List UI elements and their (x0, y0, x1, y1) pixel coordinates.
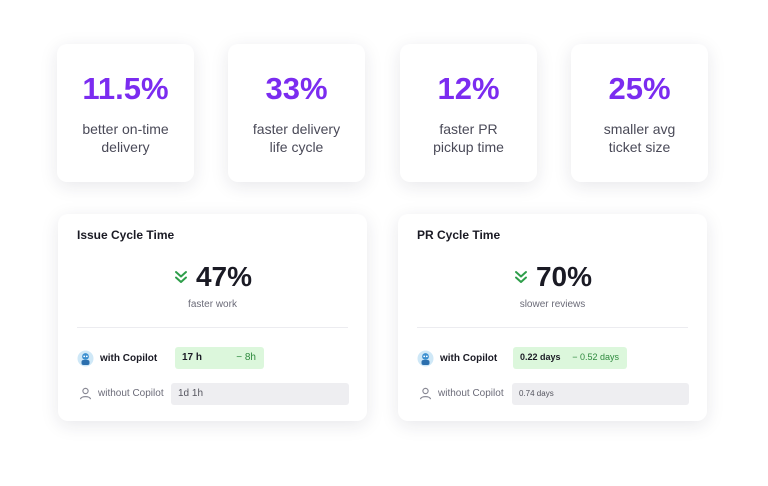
bar-delta: − 0.52 days (572, 352, 619, 362)
stat-description-line: ticket size (608, 139, 671, 155)
stat-value: 33% (265, 71, 328, 106)
person-icon (79, 387, 92, 400)
stat-card-on-time-delivery: 11.5% better on-time delivery (57, 44, 194, 182)
double-chevron-down-icon (514, 271, 527, 283)
with-copilot-bar: 0.22 days − 0.52 days (513, 347, 627, 369)
stat-card-delivery-life-cycle: 33% faster delivery life cycle (228, 44, 365, 182)
stat-description-line: faster PR (439, 121, 498, 137)
stat-description-line: faster delivery (252, 121, 341, 137)
with-copilot-label: with Copilot (77, 350, 157, 367)
person-icon (419, 387, 432, 400)
stat-description-line: delivery (101, 139, 150, 155)
stat-description: smaller avg ticket size (579, 120, 700, 156)
row-label-text: without Copilot (438, 388, 504, 399)
bar-value: 17 h (182, 352, 203, 363)
without-copilot-bar: 0.74 days (512, 383, 689, 405)
without-copilot-bar: 1d 1h (171, 383, 349, 405)
issue-cycle-time-card: Issue Cycle Time 47% faster work with Co… (58, 214, 367, 421)
stat-description-line: better on-time (82, 121, 169, 137)
metric-value: 70% (535, 261, 593, 292)
row-label-text: with Copilot (100, 353, 158, 364)
metric-subtitle: slower reviews (519, 299, 586, 310)
metric-value: 47% (195, 261, 253, 292)
row-label-text: without Copilot (98, 388, 164, 399)
divider (77, 327, 348, 328)
card-title: Issue Cycle Time (77, 228, 175, 242)
metric-headline: 47% (58, 261, 367, 293)
stat-value: 12% (437, 71, 500, 106)
bar-value: 0.22 days (520, 352, 561, 362)
with-copilot-bar: 17 h − 8h (175, 347, 264, 369)
stat-description-line: pickup time (433, 139, 504, 155)
with-copilot-label: with Copilot (417, 350, 497, 367)
card-title: PR Cycle Time (417, 228, 501, 242)
double-chevron-down-icon (174, 271, 187, 283)
metric-headline: 70% (398, 261, 707, 293)
copilot-avatar-icon (417, 350, 434, 367)
stat-card-pr-pickup-time: 12% faster PR pickup time (400, 44, 537, 182)
without-copilot-label: without Copilot (77, 387, 164, 400)
pr-cycle-time-card: PR Cycle Time 70% slower reviews with Co… (398, 214, 707, 421)
copilot-avatar-icon (77, 350, 94, 367)
bar-value: 1d 1h (178, 388, 204, 399)
stat-card-ticket-size: 25% smaller avg ticket size (571, 44, 708, 182)
stat-description-line: smaller avg (603, 121, 676, 137)
without-copilot-label: without Copilot (417, 387, 504, 400)
row-label-text: with Copilot (440, 353, 498, 364)
stat-value: 25% (608, 71, 671, 106)
metric-subtitle: faster work (188, 299, 237, 310)
bar-value: 0.74 days (519, 389, 554, 398)
stat-value: 11.5% (82, 71, 169, 106)
stat-description-line: life cycle (269, 139, 324, 155)
divider (417, 327, 688, 328)
stat-description: faster delivery life cycle (236, 120, 357, 156)
stat-description: faster PR pickup time (408, 120, 529, 156)
bar-delta: − 8h (236, 352, 256, 363)
stat-description: better on-time delivery (65, 120, 186, 156)
